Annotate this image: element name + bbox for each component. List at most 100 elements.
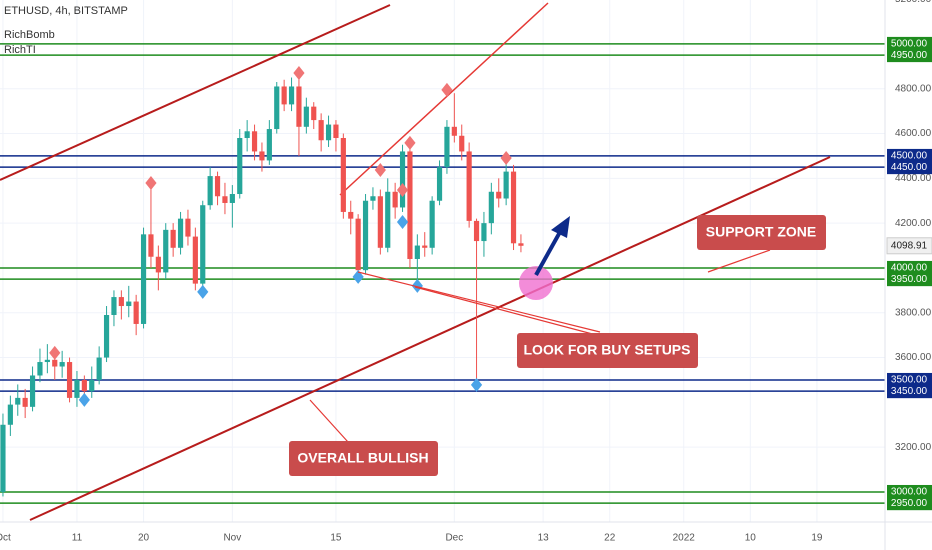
candles xyxy=(0,73,524,497)
trend-line xyxy=(29,156,831,521)
signal-diamond xyxy=(396,182,409,197)
level-label: 4950.00 xyxy=(891,50,928,61)
signal-diamond xyxy=(374,163,386,178)
candle-body xyxy=(244,131,250,139)
candle-body xyxy=(66,362,73,398)
level-label: 3500.00 xyxy=(891,375,928,386)
candle-body xyxy=(518,243,524,246)
candle-body xyxy=(96,357,102,380)
chart-title: ETHUSD, 4h, BITSTAMP xyxy=(4,5,128,17)
candle-body xyxy=(192,236,198,284)
candle-body xyxy=(281,86,287,105)
arrow-head xyxy=(551,216,570,238)
candle-body xyxy=(348,211,354,219)
candle-body xyxy=(170,229,176,248)
level-label: 3450.00 xyxy=(891,386,928,397)
candle-body xyxy=(466,151,472,221)
candle-body xyxy=(44,359,50,363)
candle-body xyxy=(140,234,147,324)
candle-body xyxy=(385,191,391,248)
candle-body xyxy=(37,362,43,376)
pointer xyxy=(707,249,771,273)
candle-body xyxy=(429,200,435,248)
callout-box xyxy=(697,215,826,250)
candle-body xyxy=(377,196,383,248)
x-tick-label: Nov xyxy=(223,533,241,544)
candle-body xyxy=(237,138,243,195)
candle-body xyxy=(392,191,398,208)
y-tick-label: 4600.00 xyxy=(895,128,932,139)
signal-diamond xyxy=(441,82,453,97)
signal-diamond xyxy=(396,215,409,230)
candle-body xyxy=(15,397,21,405)
candle-body xyxy=(52,359,58,367)
signal-diamond xyxy=(145,176,157,191)
candle-body xyxy=(311,106,317,121)
callout-box xyxy=(517,333,698,368)
x-tick-label: 19 xyxy=(811,533,823,544)
pointer xyxy=(309,399,349,443)
signal-diamond xyxy=(404,135,416,150)
y-tick-label: 4200.00 xyxy=(895,218,932,229)
candle-body xyxy=(155,256,161,273)
y-tick-label: 4400.00 xyxy=(895,173,932,184)
candle-body xyxy=(407,151,413,259)
candle-body xyxy=(0,424,6,492)
channel-line xyxy=(0,4,391,181)
level-tag xyxy=(887,484,932,499)
candle-body xyxy=(488,191,494,224)
candle-body xyxy=(222,196,228,203)
candle-body xyxy=(200,205,206,284)
candle-body xyxy=(22,397,28,407)
level-tag xyxy=(887,48,932,63)
candle-body xyxy=(185,218,191,237)
candle-body xyxy=(274,86,280,130)
signal-diamond xyxy=(352,269,364,284)
signal-diamond xyxy=(197,284,209,299)
candle-body xyxy=(148,234,154,257)
candle-body xyxy=(296,86,302,127)
candle-body xyxy=(473,220,480,242)
x-tick-label: 20 xyxy=(138,533,150,544)
candle-body xyxy=(7,404,13,425)
candle-body xyxy=(370,196,376,201)
candle-body xyxy=(59,362,65,367)
candle-body xyxy=(126,301,132,307)
candle-body xyxy=(266,129,272,161)
candle-body xyxy=(163,229,169,273)
candle-body xyxy=(303,106,309,127)
last-price-label: 4098.91 xyxy=(891,240,928,251)
y-tick-label: 4800.00 xyxy=(895,83,932,94)
candle-body xyxy=(288,86,295,105)
y-tick-label: 3200.00 xyxy=(895,442,932,453)
signal-diamond xyxy=(78,392,90,407)
x-tick-label: 2022 xyxy=(673,533,696,544)
candle-body xyxy=(214,176,221,197)
callout: LOOK FOR BUY SETUPS xyxy=(524,342,691,358)
x-tick-label: 15 xyxy=(330,533,342,544)
x-tick-label: Oct xyxy=(0,533,11,544)
x-tick-label: 10 xyxy=(745,533,757,544)
signal-diamond xyxy=(470,377,483,392)
level-tag xyxy=(887,160,932,175)
arrow xyxy=(534,231,562,276)
level-label: 5000.00 xyxy=(891,39,928,50)
callout: SUPPORT ZONE xyxy=(706,224,816,240)
indicator-name: RichBomb xyxy=(4,29,55,41)
level-label: 3950.00 xyxy=(891,274,928,285)
candle-body xyxy=(399,151,406,208)
candle-body xyxy=(81,379,87,392)
y-tick-label: 3600.00 xyxy=(895,352,932,363)
callout: OVERALL BULLISH xyxy=(297,450,428,466)
candle-body xyxy=(103,314,110,358)
candle-body xyxy=(111,297,117,315)
level-label: 4000.00 xyxy=(891,263,928,274)
candle-body xyxy=(340,138,346,212)
candle-body xyxy=(89,379,95,392)
candle-body xyxy=(422,245,428,248)
candle-body xyxy=(459,135,465,152)
candle-body xyxy=(118,297,124,307)
